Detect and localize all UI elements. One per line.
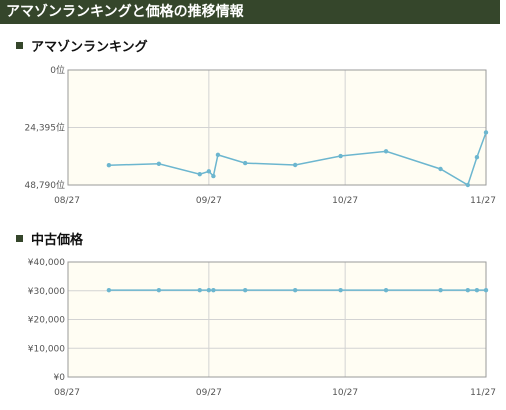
data-point: [242, 287, 248, 293]
x-tick-label: 11/27: [470, 196, 496, 206]
x-tick-label: 11/27: [470, 388, 496, 398]
square-bullet-icon: [16, 42, 23, 49]
page-header: アマゾンランキングと価格の推移情報: [0, 0, 500, 24]
data-point: [211, 173, 216, 179]
data-point: [211, 287, 216, 293]
x-tick-label: 10/27: [332, 388, 358, 398]
y-tick-label: ¥20,000: [28, 316, 65, 326]
x-tick-label: 09/27: [196, 388, 222, 398]
data-point: [438, 166, 443, 172]
x-tick-label: 08/27: [54, 196, 80, 206]
ranking-chart: 0位 24,395位 48,790位 08/27 09/27 10/27 11/27: [25, 64, 497, 206]
data-point: [483, 287, 489, 293]
data-point: [156, 287, 162, 293]
square-bullet-icon: [16, 235, 23, 242]
ranking-title-text: アマゾンランキング: [31, 40, 148, 55]
data-point: [292, 162, 298, 168]
y-tick-label: 24,395位: [25, 122, 66, 134]
data-point: [156, 161, 162, 167]
data-point: [474, 155, 480, 160]
y-tick-label: ¥40,000: [28, 258, 65, 268]
page-header-title: アマゾンランキングと価格の推移情報: [6, 4, 244, 20]
used-price-chart: ¥0 ¥10,000 ¥20,000 ¥30,000 ¥40,000 08/27 09/27…: [28, 258, 496, 398]
x-tick-label: 08/27: [54, 388, 80, 398]
data-point: [338, 287, 343, 293]
y-tick-label: ¥0: [54, 373, 66, 383]
data-point: [242, 160, 248, 166]
plot-border: [67, 69, 487, 186]
used-price-section-title: 中古価格: [16, 229, 83, 248]
data-point: [465, 287, 471, 293]
x-tick-label: 09/27: [196, 196, 222, 206]
y-tick-label: ¥30,000: [28, 287, 65, 297]
x-tick-label: 10/27: [332, 196, 358, 206]
data-point: [438, 287, 443, 293]
ranking-section-title: アマゾンランキング: [16, 36, 148, 55]
used-price-title-text: 中古価格: [31, 233, 84, 248]
plot-border: [67, 261, 487, 378]
data-point: [106, 287, 112, 293]
y-tick-label: 48,790位: [25, 179, 66, 191]
data-point: [383, 287, 389, 293]
data-point: [215, 152, 221, 158]
y-tick-label: ¥10,000: [28, 344, 65, 354]
data-point: [197, 171, 202, 177]
y-tick-label: 0位: [50, 64, 65, 76]
data-point: [197, 287, 202, 293]
data-point: [106, 163, 112, 168]
data-point: [338, 153, 343, 159]
data-point: [474, 287, 480, 293]
data-point: [206, 287, 212, 293]
data-point: [483, 130, 489, 135]
data-point: [292, 287, 298, 293]
data-point: [383, 149, 389, 154]
data-point: [206, 169, 212, 174]
data-point: [465, 182, 471, 188]
